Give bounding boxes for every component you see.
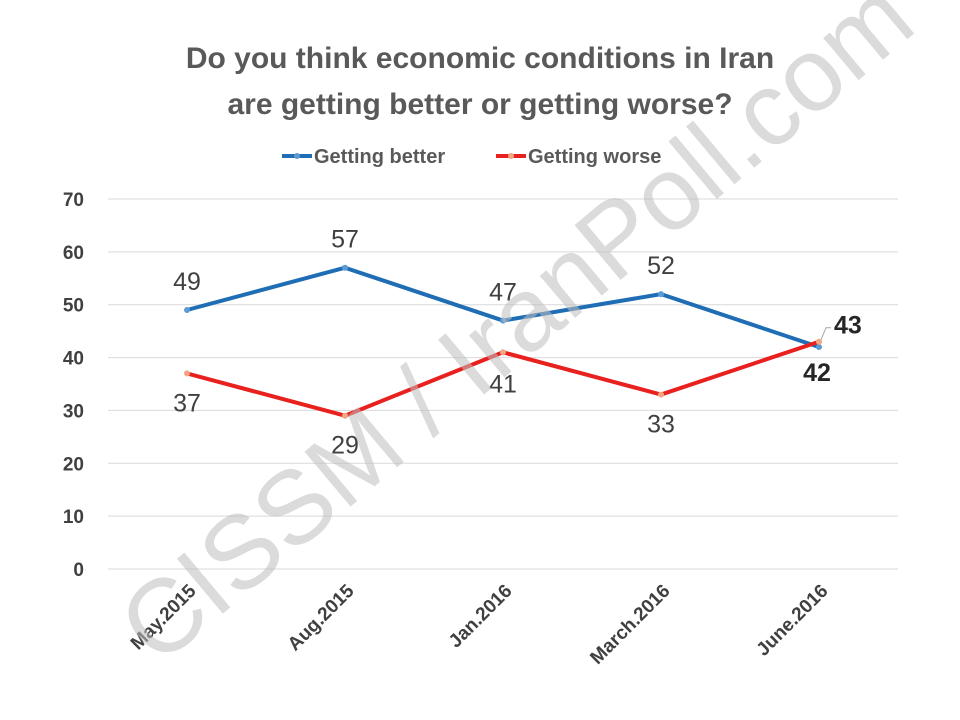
- gridlines: [108, 198, 898, 570]
- data-label: 52: [647, 252, 675, 280]
- y-axis-ticks: 0 10 20 30 40 50 60 70: [63, 190, 84, 581]
- data-points: [184, 264, 822, 419]
- data-label: 37: [173, 389, 201, 417]
- y-tick-label: 40: [63, 349, 84, 370]
- y-tick-label: 70: [63, 190, 84, 211]
- y-tick-label: 0: [73, 560, 84, 581]
- legend-label-worse: Getting worse: [528, 146, 661, 168]
- legend-marker-better: [294, 153, 300, 159]
- chart-title-line-1: Do you think economic conditions in Iran: [186, 42, 774, 75]
- chart-title: Do you think economic conditions in Iran…: [186, 42, 774, 121]
- x-tick-label: Aug.2015: [284, 580, 359, 655]
- x-tick-label: March.2016: [586, 581, 674, 669]
- legend-item-better: Getting better: [282, 146, 445, 168]
- label-leader-line: [820, 327, 831, 340]
- legend-item-worse: Getting worse: [496, 146, 661, 168]
- data-point: [500, 349, 506, 356]
- data-point: [658, 391, 664, 398]
- data-label: 41: [489, 370, 517, 398]
- data-point: [816, 344, 822, 350]
- legend-label-better: Getting better: [314, 146, 445, 168]
- data-labels: 49 57 47 52 42 37 29 41 33 43: [173, 226, 862, 460]
- data-label: 47: [489, 279, 517, 307]
- y-tick-label: 60: [63, 243, 84, 264]
- chart-title-line-2: are getting better or getting worse?: [227, 88, 732, 121]
- data-point: [184, 370, 190, 377]
- data-point: [816, 338, 822, 345]
- chart-legend: Getting better Getting worse: [282, 146, 661, 168]
- data-point: [500, 317, 506, 324]
- y-tick-label: 20: [63, 454, 84, 475]
- data-label: 49: [173, 268, 201, 296]
- data-point: [658, 291, 664, 298]
- data-label: 29: [331, 432, 359, 460]
- data-label: 42: [803, 359, 831, 387]
- data-point: [342, 412, 348, 419]
- y-tick-label: 10: [63, 507, 84, 528]
- x-tick-label: June.2016: [753, 581, 833, 661]
- legend-marker-worse: [508, 153, 514, 159]
- data-label: 43: [834, 312, 862, 340]
- data-point: [342, 264, 348, 271]
- y-tick-label: 50: [63, 296, 84, 317]
- x-tick-label: Jan.2016: [445, 581, 517, 653]
- y-tick-label: 30: [63, 401, 84, 422]
- data-label: 33: [647, 411, 675, 439]
- data-point: [184, 307, 190, 313]
- data-label: 57: [331, 226, 359, 254]
